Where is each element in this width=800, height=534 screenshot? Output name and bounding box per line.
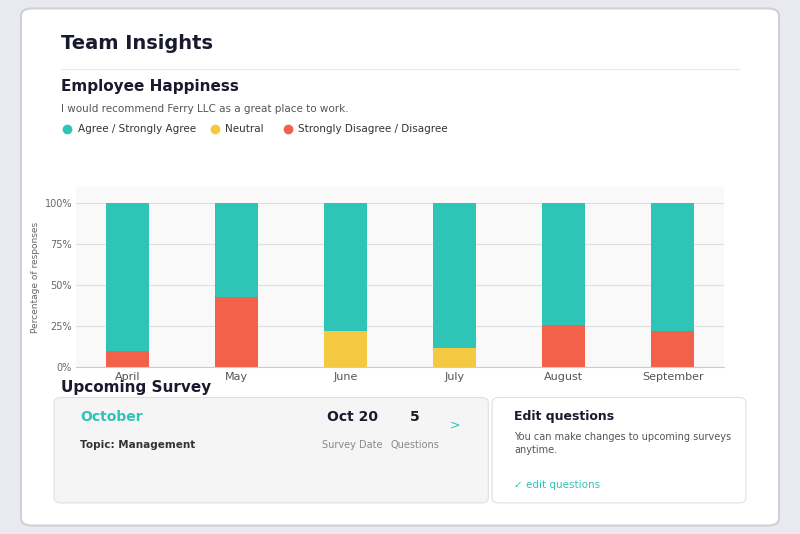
Bar — [650, 331, 694, 367]
Text: Upcoming Survey: Upcoming Survey — [62, 380, 212, 395]
Text: Neutral: Neutral — [225, 124, 263, 134]
Bar — [214, 203, 258, 297]
Text: Topic: Management: Topic: Management — [80, 440, 195, 450]
Bar — [214, 297, 258, 367]
Text: Survey Date: Survey Date — [322, 440, 382, 450]
Bar — [542, 203, 586, 325]
Text: October: October — [80, 410, 142, 424]
Text: Oct 20: Oct 20 — [326, 410, 378, 424]
Bar — [433, 348, 476, 367]
Bar — [324, 331, 367, 367]
FancyBboxPatch shape — [21, 9, 779, 525]
Text: ✓ edit questions: ✓ edit questions — [514, 481, 600, 490]
Text: Team Insights: Team Insights — [62, 34, 214, 52]
FancyBboxPatch shape — [54, 397, 488, 503]
Bar — [433, 203, 476, 348]
FancyBboxPatch shape — [492, 397, 746, 503]
Text: Questions: Questions — [390, 440, 439, 450]
Text: You can make changes to upcoming surveys
anytime.: You can make changes to upcoming surveys… — [514, 431, 731, 455]
Text: I would recommend Ferry LLC as a great place to work.: I would recommend Ferry LLC as a great p… — [62, 104, 349, 114]
Text: >: > — [450, 419, 461, 431]
Text: 5: 5 — [410, 410, 419, 424]
Bar — [542, 325, 586, 367]
Text: Employee Happiness: Employee Happiness — [62, 78, 239, 94]
Bar — [324, 203, 367, 331]
Text: Strongly Disagree / Disagree: Strongly Disagree / Disagree — [298, 124, 448, 134]
Bar — [650, 203, 694, 331]
Text: Edit questions: Edit questions — [514, 410, 614, 423]
Bar — [106, 351, 150, 367]
Bar — [106, 203, 150, 351]
Text: Agree / Strongly Agree: Agree / Strongly Agree — [78, 124, 196, 134]
Y-axis label: Percentage of responses: Percentage of responses — [31, 222, 40, 333]
